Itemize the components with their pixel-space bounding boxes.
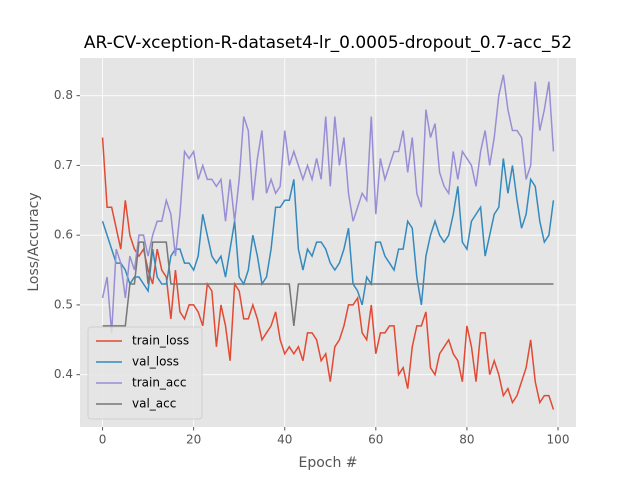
line-series	[101, 137, 555, 410]
legend-label: val_loss	[132, 355, 179, 369]
legend-label: train_acc	[132, 376, 186, 390]
line-series	[101, 158, 555, 306]
x-tick-label: 100	[547, 433, 570, 447]
y-tick-label: 0.6	[54, 228, 73, 242]
y-tick-label: 0.7	[54, 158, 73, 172]
line-series	[102, 241, 554, 327]
x-tick-label: 60	[368, 433, 383, 447]
y-tick-label: 0.4	[54, 367, 73, 381]
y-axis-label: Loss/Accuracy	[26, 192, 42, 291]
x-tick-label: 80	[459, 433, 474, 447]
x-axis-label: Epoch #	[298, 455, 357, 471]
line-series	[101, 74, 555, 333]
x-tick-label: 20	[186, 433, 201, 447]
chart-title: AR-CV-xception-R-dataset4-lr_0.0005-drop…	[84, 33, 572, 53]
y-tick-label: 0.8	[54, 88, 73, 102]
x-tick-label: 40	[277, 433, 292, 447]
legend-label: train_loss	[132, 334, 189, 348]
legend-box	[87, 326, 203, 420]
y-tick-label: 0.5	[54, 297, 73, 311]
legend-label: val_acc	[132, 397, 176, 411]
x-tick-label: 0	[99, 433, 107, 447]
